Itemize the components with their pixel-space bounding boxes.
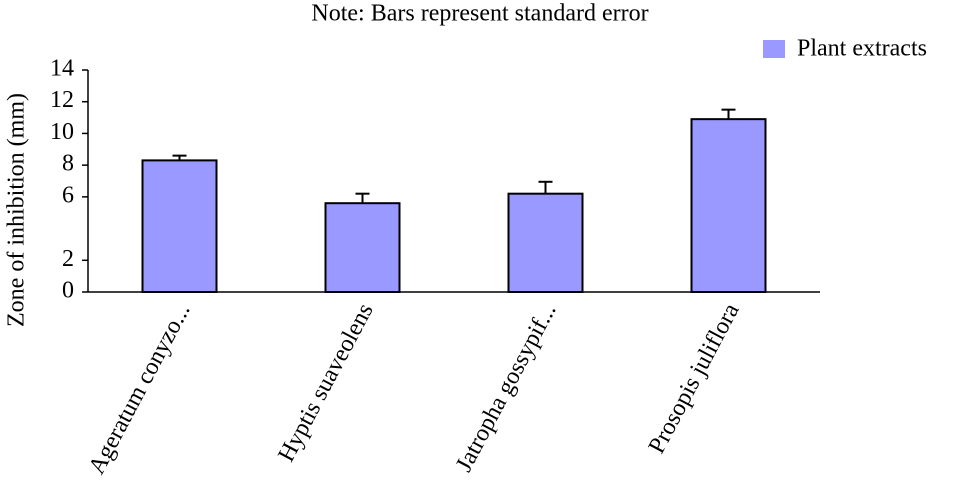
bar (507, 192, 584, 293)
y-tick-label: 0 (62, 278, 74, 304)
bar (690, 118, 767, 293)
bar (141, 159, 218, 293)
y-tick-label: 14 (50, 56, 74, 82)
chart-title: Note: Bars represent standard error (311, 1, 648, 27)
x-tick-label: Prosopis juliflora (644, 299, 745, 458)
legend-swatch (763, 40, 785, 58)
y-tick-label: 6 (62, 182, 74, 208)
legend-label: Plant extracts (797, 36, 927, 62)
y-axis-label: Zone of inhibition (mm) (4, 93, 30, 327)
y-tick-label: 10 (50, 119, 74, 145)
y-tick-label: 12 (50, 87, 74, 113)
x-tick-label: Ageratum conyzo... (84, 299, 196, 478)
y-tick-label: 8 (62, 151, 74, 177)
x-tick-label: Hyptis suaveolens (273, 299, 378, 466)
y-tick-label: 2 (62, 246, 74, 272)
bar (324, 202, 401, 293)
x-tick-label: Jatropha gossypif... (451, 299, 562, 476)
